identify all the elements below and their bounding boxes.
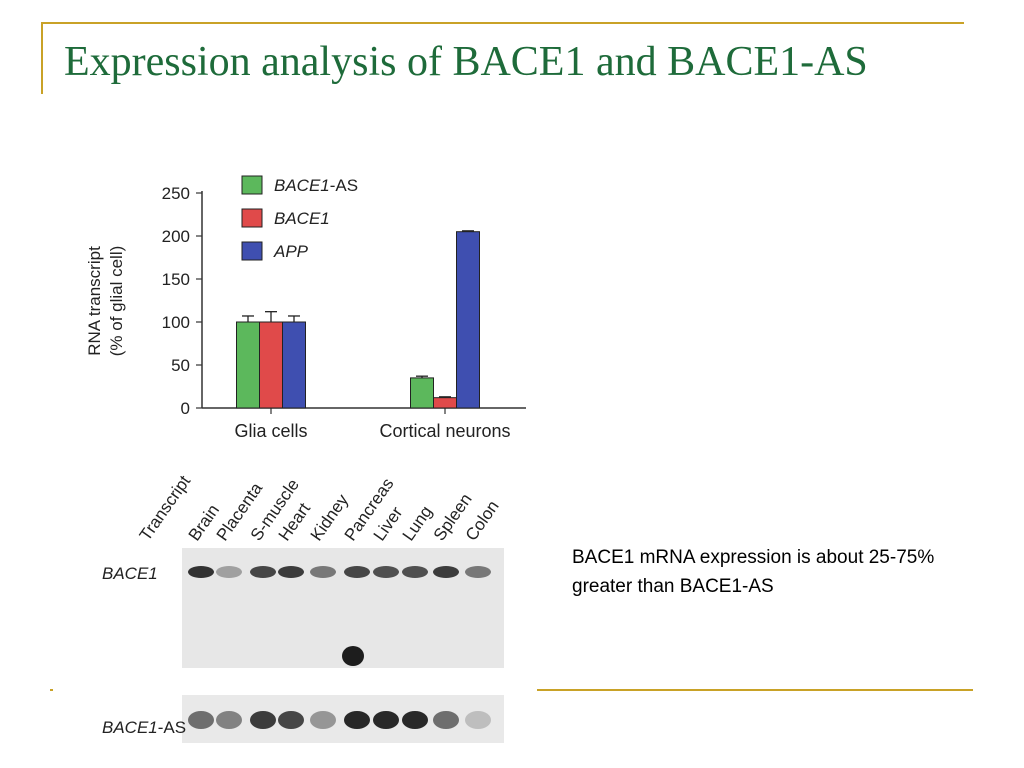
blot-band <box>278 711 304 729</box>
y-axis-label-line1: RNA transcript <box>85 246 104 356</box>
blot-band <box>278 566 304 578</box>
blot-band <box>433 711 459 729</box>
legend-label: BACE1-AS <box>274 176 358 195</box>
blot-band <box>250 711 276 729</box>
blot-row-label: BACE1-AS <box>102 718 186 737</box>
y-axis-label: RNA transcript (% of glial cell) <box>85 246 126 357</box>
legend-swatch <box>241 241 263 261</box>
blot-row-label-main: BACE1 <box>102 564 158 583</box>
blot-band <box>402 711 428 729</box>
y-tick-label: 200 <box>162 227 190 246</box>
blot-band <box>310 566 336 578</box>
y-axis-label-line2: (% of glial cell) <box>107 246 126 357</box>
blot-band <box>250 566 276 578</box>
slide-note: BACE1 mRNA expression is about 25-75% gr… <box>572 547 935 597</box>
blot-band <box>216 711 242 729</box>
blot-spot-kidney <box>342 646 364 666</box>
bar-bace1 <box>259 321 283 409</box>
blot-band <box>310 711 336 729</box>
blot-band <box>373 711 399 729</box>
northern-blot-figure: TranscriptBrainPlacentaS-muscleHeartKidn… <box>102 472 504 743</box>
y-tick-label: 150 <box>162 270 190 289</box>
blot-row-label-main: BACE1 <box>102 718 158 737</box>
y-tick-label: 50 <box>171 356 190 375</box>
title-accent-vertical <box>41 22 43 94</box>
slide-title: Expression analysis of BACE1 and BACE1-A… <box>64 39 868 85</box>
blot-band <box>216 566 242 578</box>
legend-label-main: APP <box>273 242 309 261</box>
legend-swatch <box>241 175 263 195</box>
legend-label-main: BACE1 <box>274 209 330 228</box>
footer-rule-left <box>50 689 53 691</box>
bar-chart: 0 50 100 150 200 250 RNA transcript (% of glial… <box>85 175 526 441</box>
blot-band <box>188 711 214 729</box>
x-tick-label: Cortical neurons <box>379 421 510 441</box>
bar-app <box>282 321 306 409</box>
bar-bace1-as <box>236 321 260 409</box>
bar-app <box>456 231 480 409</box>
footer-rule <box>537 689 973 691</box>
blot-membrane-bace1 <box>182 548 504 668</box>
lane-label: Lung <box>399 502 436 544</box>
legend-label-suffix: -AS <box>330 176 358 195</box>
blot-band <box>344 711 370 729</box>
blot-band <box>373 566 399 578</box>
y-tick-label: 100 <box>162 313 190 332</box>
bar-bace1 <box>433 397 457 409</box>
blot-band <box>188 566 214 578</box>
blot-row-label-suffix: -AS <box>158 718 186 737</box>
legend-swatch <box>241 208 263 228</box>
bar-bace1-as <box>410 377 434 409</box>
y-tick-label: 0 <box>181 399 190 418</box>
blot-band <box>465 711 491 729</box>
y-tick-label: 250 <box>162 184 190 203</box>
legend-label: APP <box>273 242 309 261</box>
x-tick-label: Glia cells <box>234 421 307 441</box>
blot-band <box>433 566 459 578</box>
blot-band <box>465 566 491 578</box>
legend-label: BACE1 <box>274 209 330 228</box>
blot-row-label: BACE1 <box>102 564 158 583</box>
legend-label-main: BACE1 <box>274 176 330 195</box>
blot-band <box>402 566 428 578</box>
blot-band <box>344 566 370 578</box>
title-accent-horizontal <box>41 22 964 24</box>
